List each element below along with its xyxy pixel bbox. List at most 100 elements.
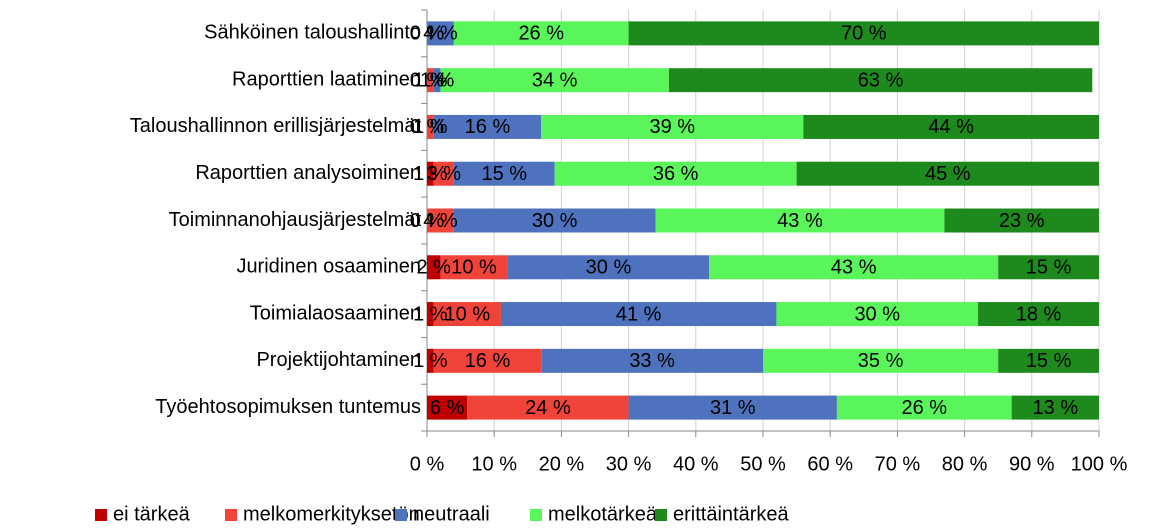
bar-segment	[944, 208, 1099, 233]
data-label: 41 %	[616, 303, 662, 325]
bar-segment	[427, 21, 454, 46]
bar-segment	[1011, 395, 1099, 420]
data-label: 44 %	[928, 116, 974, 138]
bar-segment	[467, 395, 629, 420]
bar-segment	[433, 68, 441, 93]
data-label: 31 %	[710, 397, 756, 419]
legend-swatch	[655, 509, 667, 521]
data-label: 10 %	[451, 257, 497, 279]
data-label: 1 %	[413, 116, 448, 138]
x-tick-label: 70 %	[875, 453, 921, 475]
data-label: 45 %	[925, 163, 971, 185]
bar-segment	[998, 255, 1099, 280]
bar-segment	[427, 255, 441, 280]
data-label: 1 %	[413, 303, 448, 325]
data-label: 15 %	[1026, 350, 1072, 372]
bar-segment	[433, 161, 454, 186]
data-label: 30 %	[854, 303, 900, 325]
data-label: 15 %	[481, 163, 527, 185]
data-label: 0 %	[410, 23, 445, 45]
x-tick-label: 30 %	[606, 453, 652, 475]
y-tick-label: Toiminnanohjausjärjestelmät	[169, 209, 422, 231]
bar-segment	[507, 255, 710, 280]
data-label: 24 %	[525, 397, 571, 419]
bar-segment	[427, 114, 434, 139]
data-label: 18 %	[1016, 303, 1062, 325]
bar-segment	[433, 302, 501, 327]
y-tick-label: Raporttien laatiminen	[232, 68, 421, 90]
data-label: 0 %	[410, 23, 445, 45]
x-tick-label: 60 %	[807, 453, 853, 475]
legend-swatch	[95, 509, 107, 521]
legend-label: ei tärkeä	[113, 503, 191, 525]
data-label: 4 %	[423, 210, 458, 232]
x-tick-label: 10 %	[471, 453, 517, 475]
bar-segment	[763, 348, 999, 373]
bar-segment	[998, 348, 1099, 373]
data-label: 10 %	[445, 303, 491, 325]
data-label: 15 %	[1026, 257, 1072, 279]
legend-swatch	[395, 509, 407, 521]
y-tick-label: Työehtosopimuksen tuntemus	[155, 396, 421, 418]
bar-segment	[427, 302, 434, 327]
data-label: 36 %	[653, 163, 699, 185]
bar-segment	[440, 68, 669, 93]
y-tick-label: Projektijohtaminen	[256, 349, 421, 371]
bar-segment	[427, 395, 468, 420]
x-tick-label: 40 %	[673, 453, 719, 475]
bar-segment	[554, 161, 797, 186]
bar-segment	[709, 255, 999, 280]
data-label: 0 %	[410, 69, 445, 91]
legend-swatch	[530, 509, 542, 521]
data-label: 23 %	[999, 210, 1045, 232]
data-label: 1 %	[420, 69, 455, 91]
x-tick-label: 50 %	[740, 453, 786, 475]
data-label: 16 %	[465, 350, 511, 372]
legend-label: melkotärkeä	[548, 503, 658, 525]
bar-segment	[427, 208, 454, 233]
x-tick-label: 20 %	[539, 453, 585, 475]
bar-segment	[427, 68, 434, 93]
data-label: 43 %	[831, 257, 877, 279]
data-label: 70 %	[841, 23, 887, 45]
data-label: 30 %	[532, 210, 578, 232]
data-label: 63 %	[858, 69, 904, 91]
bar-segment	[541, 348, 763, 373]
bar-segment	[453, 161, 555, 186]
data-label: 30 %	[586, 257, 632, 279]
data-label: 1 %	[413, 69, 448, 91]
y-tick-label: Taloushallinnon erillisjärjestelmät	[130, 115, 422, 137]
bar-segment	[655, 208, 945, 233]
bar-segment	[541, 114, 804, 139]
bar-segment	[433, 348, 542, 373]
data-label: 34 %	[532, 69, 578, 91]
bar-segment	[668, 68, 1093, 93]
data-label: 6 %	[430, 397, 465, 419]
bar-segment	[776, 302, 979, 327]
y-tick-label: Raporttien analysoiminen	[195, 162, 421, 184]
data-label: 3 %	[427, 163, 462, 185]
data-label: 13 %	[1033, 397, 1079, 419]
bar-segment	[836, 395, 1012, 420]
data-label: 39 %	[649, 116, 695, 138]
bar-segment	[427, 348, 434, 373]
legend-label: melkomerkityksetön	[243, 503, 420, 525]
bar-segment	[796, 161, 1099, 186]
x-tick-label: 80 %	[942, 453, 988, 475]
data-label: 26 %	[901, 397, 947, 419]
data-label: 33 %	[629, 350, 675, 372]
bar-segment	[628, 21, 1099, 46]
y-tick-label: Juridinen osaaminen	[236, 256, 421, 278]
data-label: 16 %	[465, 116, 511, 138]
legend-label: erittäintärkeä	[673, 503, 789, 525]
data-label: 26 %	[518, 23, 564, 45]
bar-segment	[978, 302, 1099, 327]
data-label: 2 %	[416, 257, 451, 279]
bar-segment	[453, 21, 629, 46]
legend-label: neutraali	[413, 503, 490, 525]
data-label: 0 %	[410, 116, 445, 138]
x-tick-label: 0 %	[410, 453, 445, 475]
y-tick-label: Sähköinen taloushallinto	[204, 22, 421, 44]
data-label: 1 %	[413, 163, 448, 185]
bar-segment	[500, 302, 777, 327]
